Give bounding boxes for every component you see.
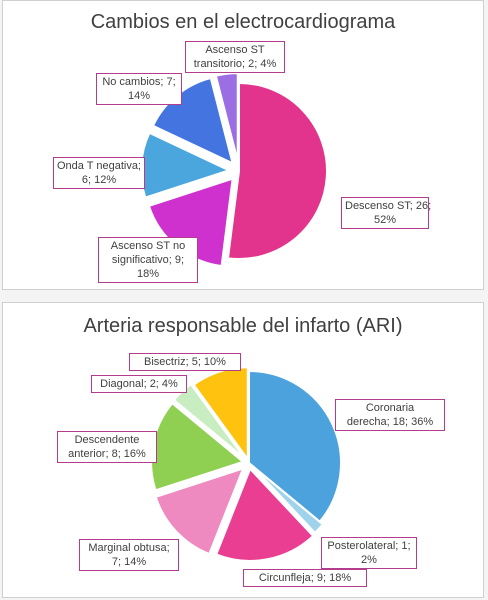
data-label-line: 7; 14%: [111, 556, 147, 568]
data-label-line: transitorio; 2; 4%: [193, 58, 277, 70]
data-label-line: 6; 12%: [81, 174, 117, 186]
data-label-line: Bisectriz; 5; 10%: [144, 356, 226, 368]
data-label-line: Coronaria: [365, 402, 415, 414]
data-label-line: Circunfleja; 9; 18%: [258, 572, 352, 584]
data-label: Circunfleja; 9; 18%: [243, 569, 367, 587]
data-label-line: No cambios; 7;: [102, 76, 176, 88]
data-label: Coronaria derecha; 18; 36%: [335, 399, 445, 431]
chart-ecg-panel: Cambios en el electrocardiograma Descens…: [2, 0, 484, 290]
chart-title: Cambios en el electrocardiograma: [90, 11, 396, 33]
data-label-line: Posterolateral; 1;: [327, 540, 411, 552]
data-label: Posterolateral; 1; 2%: [321, 537, 417, 569]
pie-chart-ari: [150, 366, 342, 562]
data-label-line: 52%: [373, 214, 397, 226]
pie-slice-circunfleja: [214, 467, 315, 562]
data-label-line: anterior; 8; 16%: [68, 448, 146, 460]
pie-slice-descenso-st: [226, 81, 328, 260]
pie-slice-ascenso-st-transitorio: [214, 72, 239, 162]
data-label-line: Marginal obtusa;: [88, 542, 170, 554]
chart-title: Arteria responsable del infarto (ARI): [83, 315, 403, 337]
pie-slice-posterolateral: [251, 464, 325, 535]
data-label: Ascenso ST no significativo; 9; 18%: [98, 237, 198, 283]
data-label: Marginal obtusa; 7; 14%: [79, 539, 179, 571]
data-label: Diagonal; 2; 4%: [91, 375, 187, 393]
data-label-line: derecha; 18; 36%: [346, 416, 434, 428]
pie-slice-marginal-obtusa: [154, 466, 245, 556]
data-label-line: Descenso ST; 26;: [345, 200, 432, 212]
chart-ari-panel: Arteria responsable del infarto (ARI) Co…: [2, 302, 484, 598]
data-label-line: 2%: [361, 554, 377, 566]
data-label-line: Diagonal; 2; 4%: [100, 378, 178, 390]
pie-slice-bisectriz: [192, 366, 249, 463]
data-label-line: 14%: [127, 90, 151, 102]
data-label: Bisectriz; 5; 10%: [129, 353, 241, 371]
data-label-line: Descendente: [74, 434, 140, 446]
data-label: Ascenso ST transitorio; 2; 4%: [185, 41, 285, 73]
pie-slice-coronaria-derecha: [248, 369, 342, 524]
data-label-line: Onda T negativa;: [57, 160, 141, 172]
data-label-line: significativo; 9;: [111, 254, 185, 266]
pie-chart-ecg: [140, 72, 328, 268]
data-label: Onda T negativa; 6; 12%: [53, 157, 145, 189]
data-label: Descenso ST; 26; 52%: [341, 197, 432, 229]
data-label: Descendente anterior; 8; 16%: [57, 431, 157, 463]
data-label-line: Ascenso ST no: [110, 240, 186, 252]
data-label-line: Ascenso ST: [205, 44, 265, 56]
data-label-line: 18%: [136, 268, 160, 280]
data-label: No cambios; 7; 14%: [96, 73, 182, 105]
